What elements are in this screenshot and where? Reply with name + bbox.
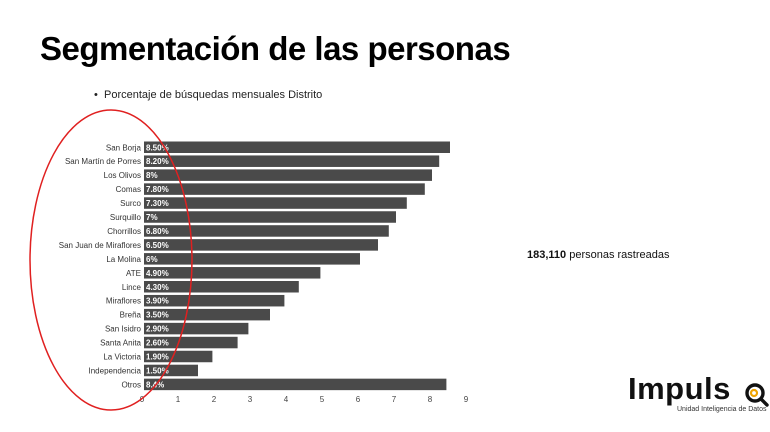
category-labels: San Borja San Martín de Porres Los Olivos C… [59, 143, 142, 389]
data-label: 4.30% [146, 283, 169, 292]
magnifier-o-icon [745, 383, 769, 407]
logo-subtitle: Unidad Inteligencia de Datos [677, 406, 767, 413]
data-label: 1.50% [146, 366, 169, 375]
bar [144, 322, 249, 335]
data-label: 8% [146, 171, 158, 180]
x-tick-label: 3 [248, 395, 253, 404]
data-label: 6% [146, 255, 158, 264]
tracked-people-stat: 183,110 personas rastreadas [527, 249, 670, 261]
category-label: San Isidro [105, 325, 142, 334]
x-tick-label: 4 [284, 395, 289, 404]
data-label: 2.60% [146, 339, 169, 348]
x-tick-label: 8 [428, 395, 433, 404]
bullet-label: Porcentaje de búsquedas mensuales Distri… [104, 89, 323, 101]
bar [144, 267, 321, 279]
bar [144, 364, 198, 377]
bar [144, 308, 270, 321]
highlight-ellipse [29, 109, 193, 411]
bar [144, 294, 285, 307]
bar [144, 211, 396, 223]
data-label: 7.80% [146, 185, 169, 194]
category-label: Independencia [89, 366, 142, 375]
category-label: Surco [120, 199, 141, 208]
category-label: Breña [120, 311, 142, 320]
bar [144, 281, 299, 293]
bar [144, 225, 389, 237]
data-label: 6.80% [146, 227, 169, 236]
category-label: Miraflores [106, 297, 141, 306]
bar [144, 141, 450, 153]
category-label: Chorrillos [107, 227, 141, 236]
bars-group [144, 141, 450, 391]
category-label: La Victoria [103, 353, 141, 362]
bar [144, 378, 447, 391]
category-label: Surquillo [110, 213, 142, 222]
x-tick-label: 0 [140, 395, 145, 404]
data-label: 7% [146, 213, 158, 222]
data-label: 2.90% [146, 325, 169, 334]
category-label: San Juan de Miraflores [59, 241, 141, 250]
category-label: San Martín de Porres [65, 157, 141, 166]
category-label: Comas [116, 185, 141, 194]
bar [144, 253, 360, 265]
x-tick-label: 6 [356, 395, 361, 404]
category-label: Santa Anita [100, 339, 141, 348]
impulso-logo: Impuls Unidad Inteligencia de Datos [628, 370, 769, 420]
x-tick-label: 1 [176, 395, 181, 404]
bar [144, 336, 238, 349]
bullet-text: • Porcentaje de búsquedas mensuales Distr… [94, 89, 322, 101]
category-label: Otros [121, 380, 141, 389]
data-label: 7.30% [146, 199, 169, 208]
data-label: 3.50% [146, 311, 169, 320]
x-tick-labels: 0 1 2 3 4 5 6 7 8 9 [140, 395, 469, 404]
data-label: 3.90% [146, 297, 169, 306]
data-label: 8.50% [146, 143, 169, 152]
bar [144, 350, 213, 363]
x-tick-label: 2 [212, 395, 217, 404]
x-tick-label: 5 [320, 395, 325, 404]
category-label: Lince [122, 283, 142, 292]
data-label: 1.90% [146, 353, 169, 362]
x-tick-label: 7 [392, 395, 397, 404]
tracked-people-text: personas rastreadas [566, 249, 670, 261]
tracked-people-value: 183,110 [527, 249, 567, 261]
logo-wordmark: Impuls [628, 371, 731, 406]
bullet-dot: • [94, 89, 98, 101]
category-label: ATE [126, 269, 141, 278]
slide-title: Segmentación de las personas [40, 30, 511, 67]
bar [144, 155, 440, 167]
data-label: 6.50% [146, 241, 169, 250]
bar [144, 183, 425, 195]
category-label: Los Olivos [104, 171, 141, 180]
bar [144, 239, 378, 251]
data-label: 4.90% [146, 269, 169, 278]
category-label: San Borja [106, 143, 142, 152]
bar [144, 169, 432, 181]
x-tick-label: 9 [464, 395, 469, 404]
category-label: La Molina [106, 255, 141, 264]
data-label: 8.20% [146, 157, 169, 166]
bar [144, 197, 407, 209]
